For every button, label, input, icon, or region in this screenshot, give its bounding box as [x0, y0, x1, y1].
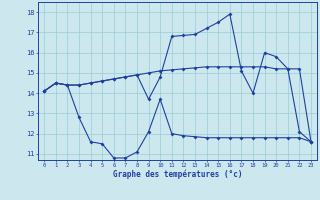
X-axis label: Graphe des températures (°c): Graphe des températures (°c) — [113, 170, 242, 179]
